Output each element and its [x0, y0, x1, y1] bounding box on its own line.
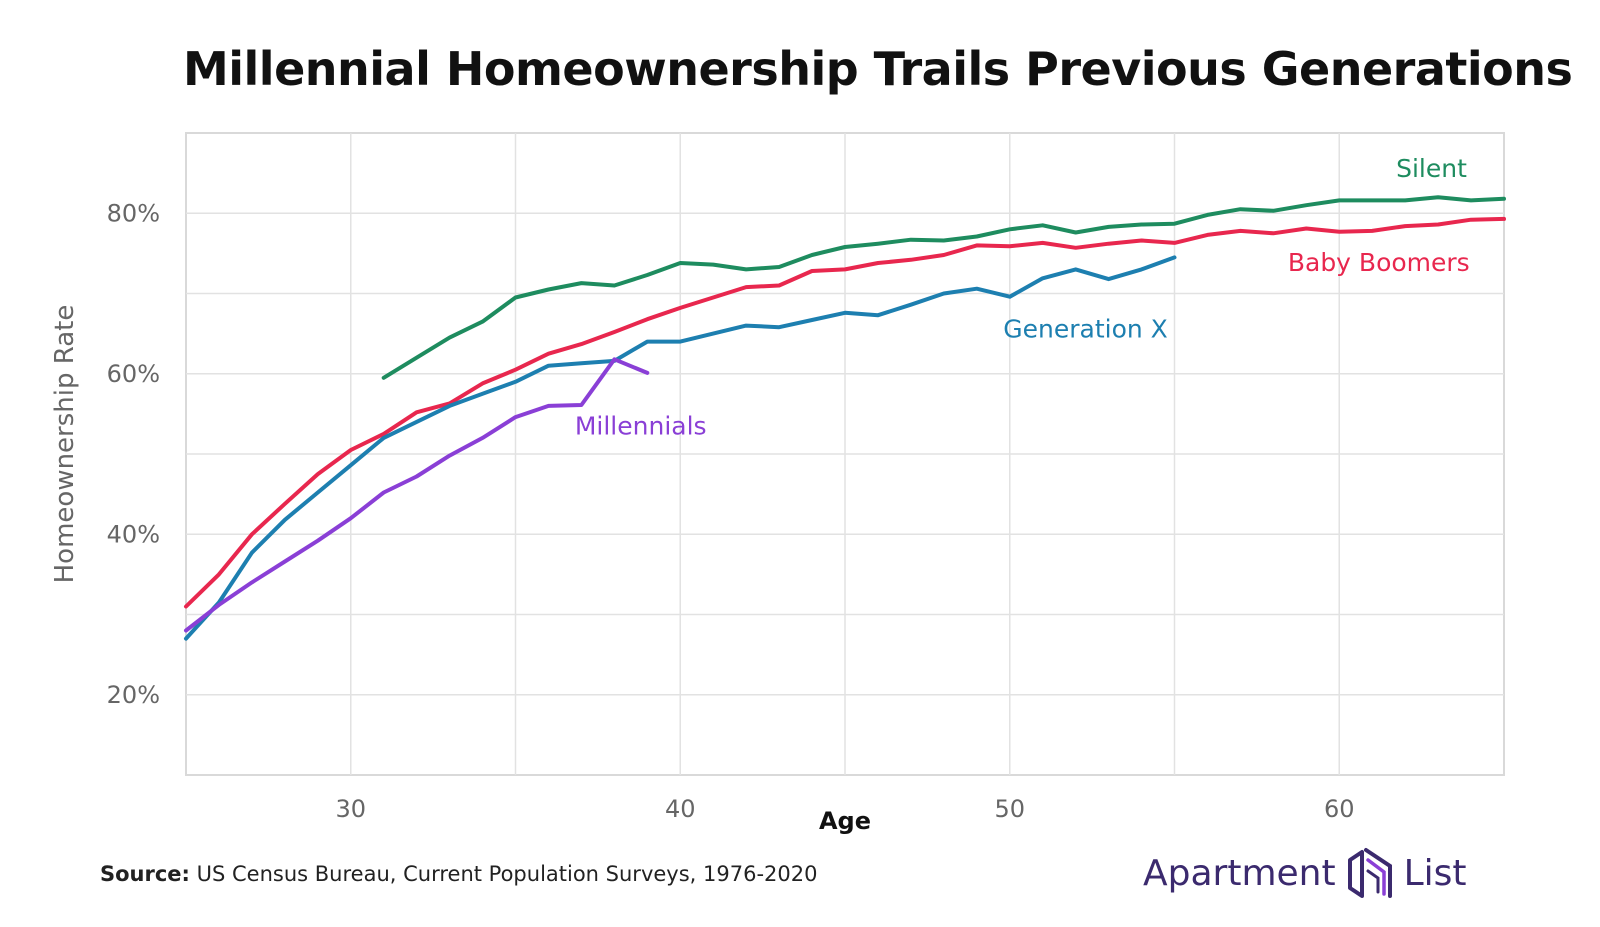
y-axis-title: Homeownership Rate [50, 305, 80, 584]
x-tick-label: 50 [994, 795, 1025, 823]
series-label-baby-boomers: Baby Boomers [1288, 248, 1470, 277]
series-labels: Silent Baby Boomers Generation X Millennial… [575, 154, 1470, 441]
series-line-millennials [184, 357, 650, 633]
y-tick-label: 20% [107, 681, 160, 709]
series-line-generation-x [184, 255, 1177, 641]
source-label: Source: [100, 862, 190, 886]
logo-word-apartment: Apartment [1143, 852, 1336, 894]
series-line-baby-boomers [184, 216, 1506, 609]
series-label-silent: Silent [1396, 154, 1467, 183]
x-tick-label: 40 [665, 795, 696, 823]
y-tick-label: 80% [107, 199, 160, 227]
source-text: US Census Bureau, Current Population Sur… [196, 862, 818, 886]
series-label-generation-x: Generation X [1003, 315, 1168, 344]
series-lines [184, 195, 1506, 641]
ticks: 20% 40% 60% 80% 30 40 50 60 [107, 199, 1355, 823]
apartment-list-logo[interactable]: Apartment List [1143, 843, 1467, 903]
y-tick-label: 60% [107, 360, 160, 388]
logo-word-list: List [1403, 852, 1467, 894]
y-tick-label: 40% [107, 520, 160, 548]
building-logo-icon [1347, 848, 1392, 898]
x-axis-title: Age [819, 807, 871, 835]
source-note: Source: US Census Bureau, Current Popula… [100, 862, 817, 886]
grid [186, 133, 1504, 775]
series-label-millennials: Millennials [575, 412, 707, 441]
x-tick-label: 30 [335, 795, 366, 823]
x-tick-label: 60 [1324, 795, 1355, 823]
series-line-silent [381, 195, 1506, 380]
chart-title: Millennial Homeownership Trails Previous… [183, 42, 1573, 96]
